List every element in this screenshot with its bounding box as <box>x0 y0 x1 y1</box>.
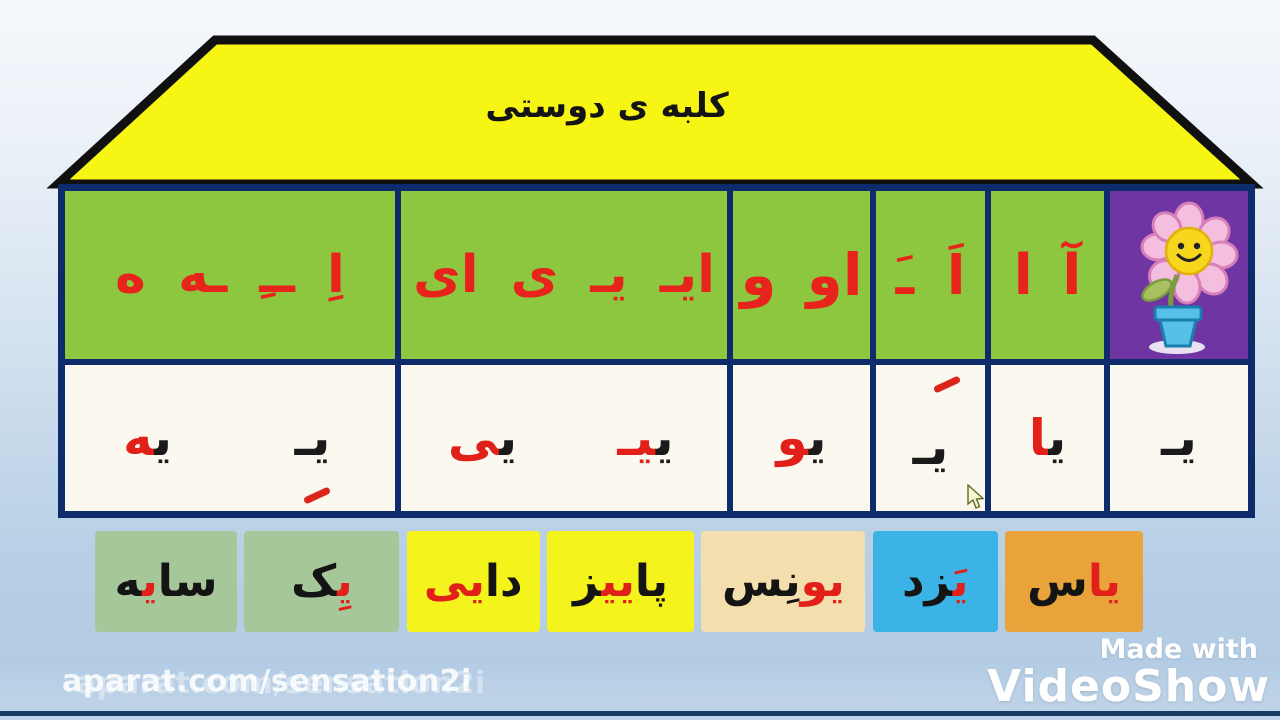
ye-initial: یـ <box>1161 409 1197 467</box>
body-cell-a-long-sound: ی‍‍ا <box>991 365 1104 511</box>
letters-a-short: اَ ـَ <box>895 243 966 307</box>
videoshow-watermark: Made with VideoShow <box>987 634 1270 709</box>
word-segment: یا <box>1087 556 1121 607</box>
word-segment: پا <box>634 556 668 607</box>
roof-title: کلبه ی دوستی <box>485 86 729 126</box>
word-segment: نِس <box>721 556 801 607</box>
made-with-text: Made with <box>1099 634 1258 665</box>
word-segment: ‍زد <box>901 556 952 607</box>
mouse-cursor <box>967 484 985 509</box>
kasra-mark <box>302 486 332 505</box>
aparat-watermark: aparat.com/sensation2i <box>62 664 472 699</box>
body-cell-u-sound: ی‍‍و <box>733 365 870 511</box>
header-cell-a-long-sound: آ ا <box>991 191 1104 359</box>
header-cell-flower <box>1110 191 1248 359</box>
ye-ye-medial-item: ی‍‍یـ <box>564 365 727 511</box>
header-cell-u-sound: او و <box>733 191 870 359</box>
letters-table: اِ ــِ ـه ه ایـ یـ ی ای او و اَ ـَ آ ا <box>58 184 1255 518</box>
ye-black: ی‍ <box>1047 409 1067 467</box>
ye-red-final: ‍ی <box>447 409 499 467</box>
word-card-saye: سا ی‍‍ه <box>95 531 238 632</box>
ye-black: ی‍ <box>807 409 827 467</box>
word-segment: یِ‍ <box>336 556 353 607</box>
ye-with-kasra-item: یـ <box>230 365 395 511</box>
word-segment: ‍ز <box>573 556 601 607</box>
word-card-paiz: پا یی‍‍ز <box>547 531 695 632</box>
word-segment: یو <box>800 556 845 607</box>
flower-pot-icon <box>1140 201 1239 354</box>
word-segment: ی‍ <box>141 556 158 607</box>
alef-red: ‍ا <box>1028 409 1048 467</box>
word-segment: س <box>1027 556 1088 607</box>
word-segment: ‍ک <box>291 556 337 607</box>
ye-initial: یـ <box>912 418 949 476</box>
word-card-dayi: دا یی <box>406 531 540 632</box>
word-segment: ‍ه <box>114 556 142 607</box>
vav-red: ‍و <box>776 409 808 467</box>
ye-ye-final-item: ی‍‍ی <box>401 365 564 511</box>
header-cell-e-sound: اِ ــِ ـه ه <box>65 191 395 359</box>
letters-u: او و <box>740 241 863 309</box>
word-segment: دا <box>484 556 523 607</box>
header-cell-i-sound: ایـ یـ ی ای <box>401 191 727 359</box>
he-red: ‍ه <box>122 409 154 467</box>
letters-a-long: آ ا <box>1013 242 1082 308</box>
letters-e: اِ ــِ ـه ه <box>115 245 345 305</box>
word-segment: سا <box>157 556 218 607</box>
word-segment: یَ‍ <box>951 556 969 607</box>
ye-red-medial: ‍یـ <box>617 409 655 467</box>
bottom-edge-line <box>0 711 1280 716</box>
word-card-yek: یِ‍‍ک <box>244 531 400 632</box>
header-cell-a-short-sound: اَ ـَ <box>876 191 985 359</box>
fatha-mark <box>932 375 962 394</box>
body-cell-e-sound: یـ ی‍‍ه <box>65 365 395 511</box>
ye-black: ی‍ <box>153 409 173 467</box>
ye-black: ی‍ <box>654 409 674 467</box>
word-cards-row: یا س یَ‍‍زد یو نِس پا یی‍‍ز دا یی یِ‍‍ک سا ی‍… <box>95 531 1143 632</box>
ye-black: ی‍ <box>498 409 518 467</box>
videoshow-text: VideoShow <box>987 661 1270 712</box>
word-card-yunes: یو نِس <box>701 531 866 632</box>
word-segment: یی‍ <box>600 556 635 607</box>
letters-i: ایـ یـ ی ای <box>413 245 715 305</box>
ye-he-item: ی‍‍ه <box>65 365 230 511</box>
word-segment: یی <box>423 556 485 607</box>
body-cell-i-sound: ی‍‍یـ ی‍‍ی <box>401 365 727 511</box>
word-card-yas: یا س <box>1005 531 1143 632</box>
body-cell-ye-base: یـ <box>1110 365 1248 511</box>
word-card-yazd: یَ‍‍زد <box>872 531 998 632</box>
ye-initial: یـ <box>294 409 331 467</box>
body-cell-a-short-sound: یـ <box>876 365 985 511</box>
